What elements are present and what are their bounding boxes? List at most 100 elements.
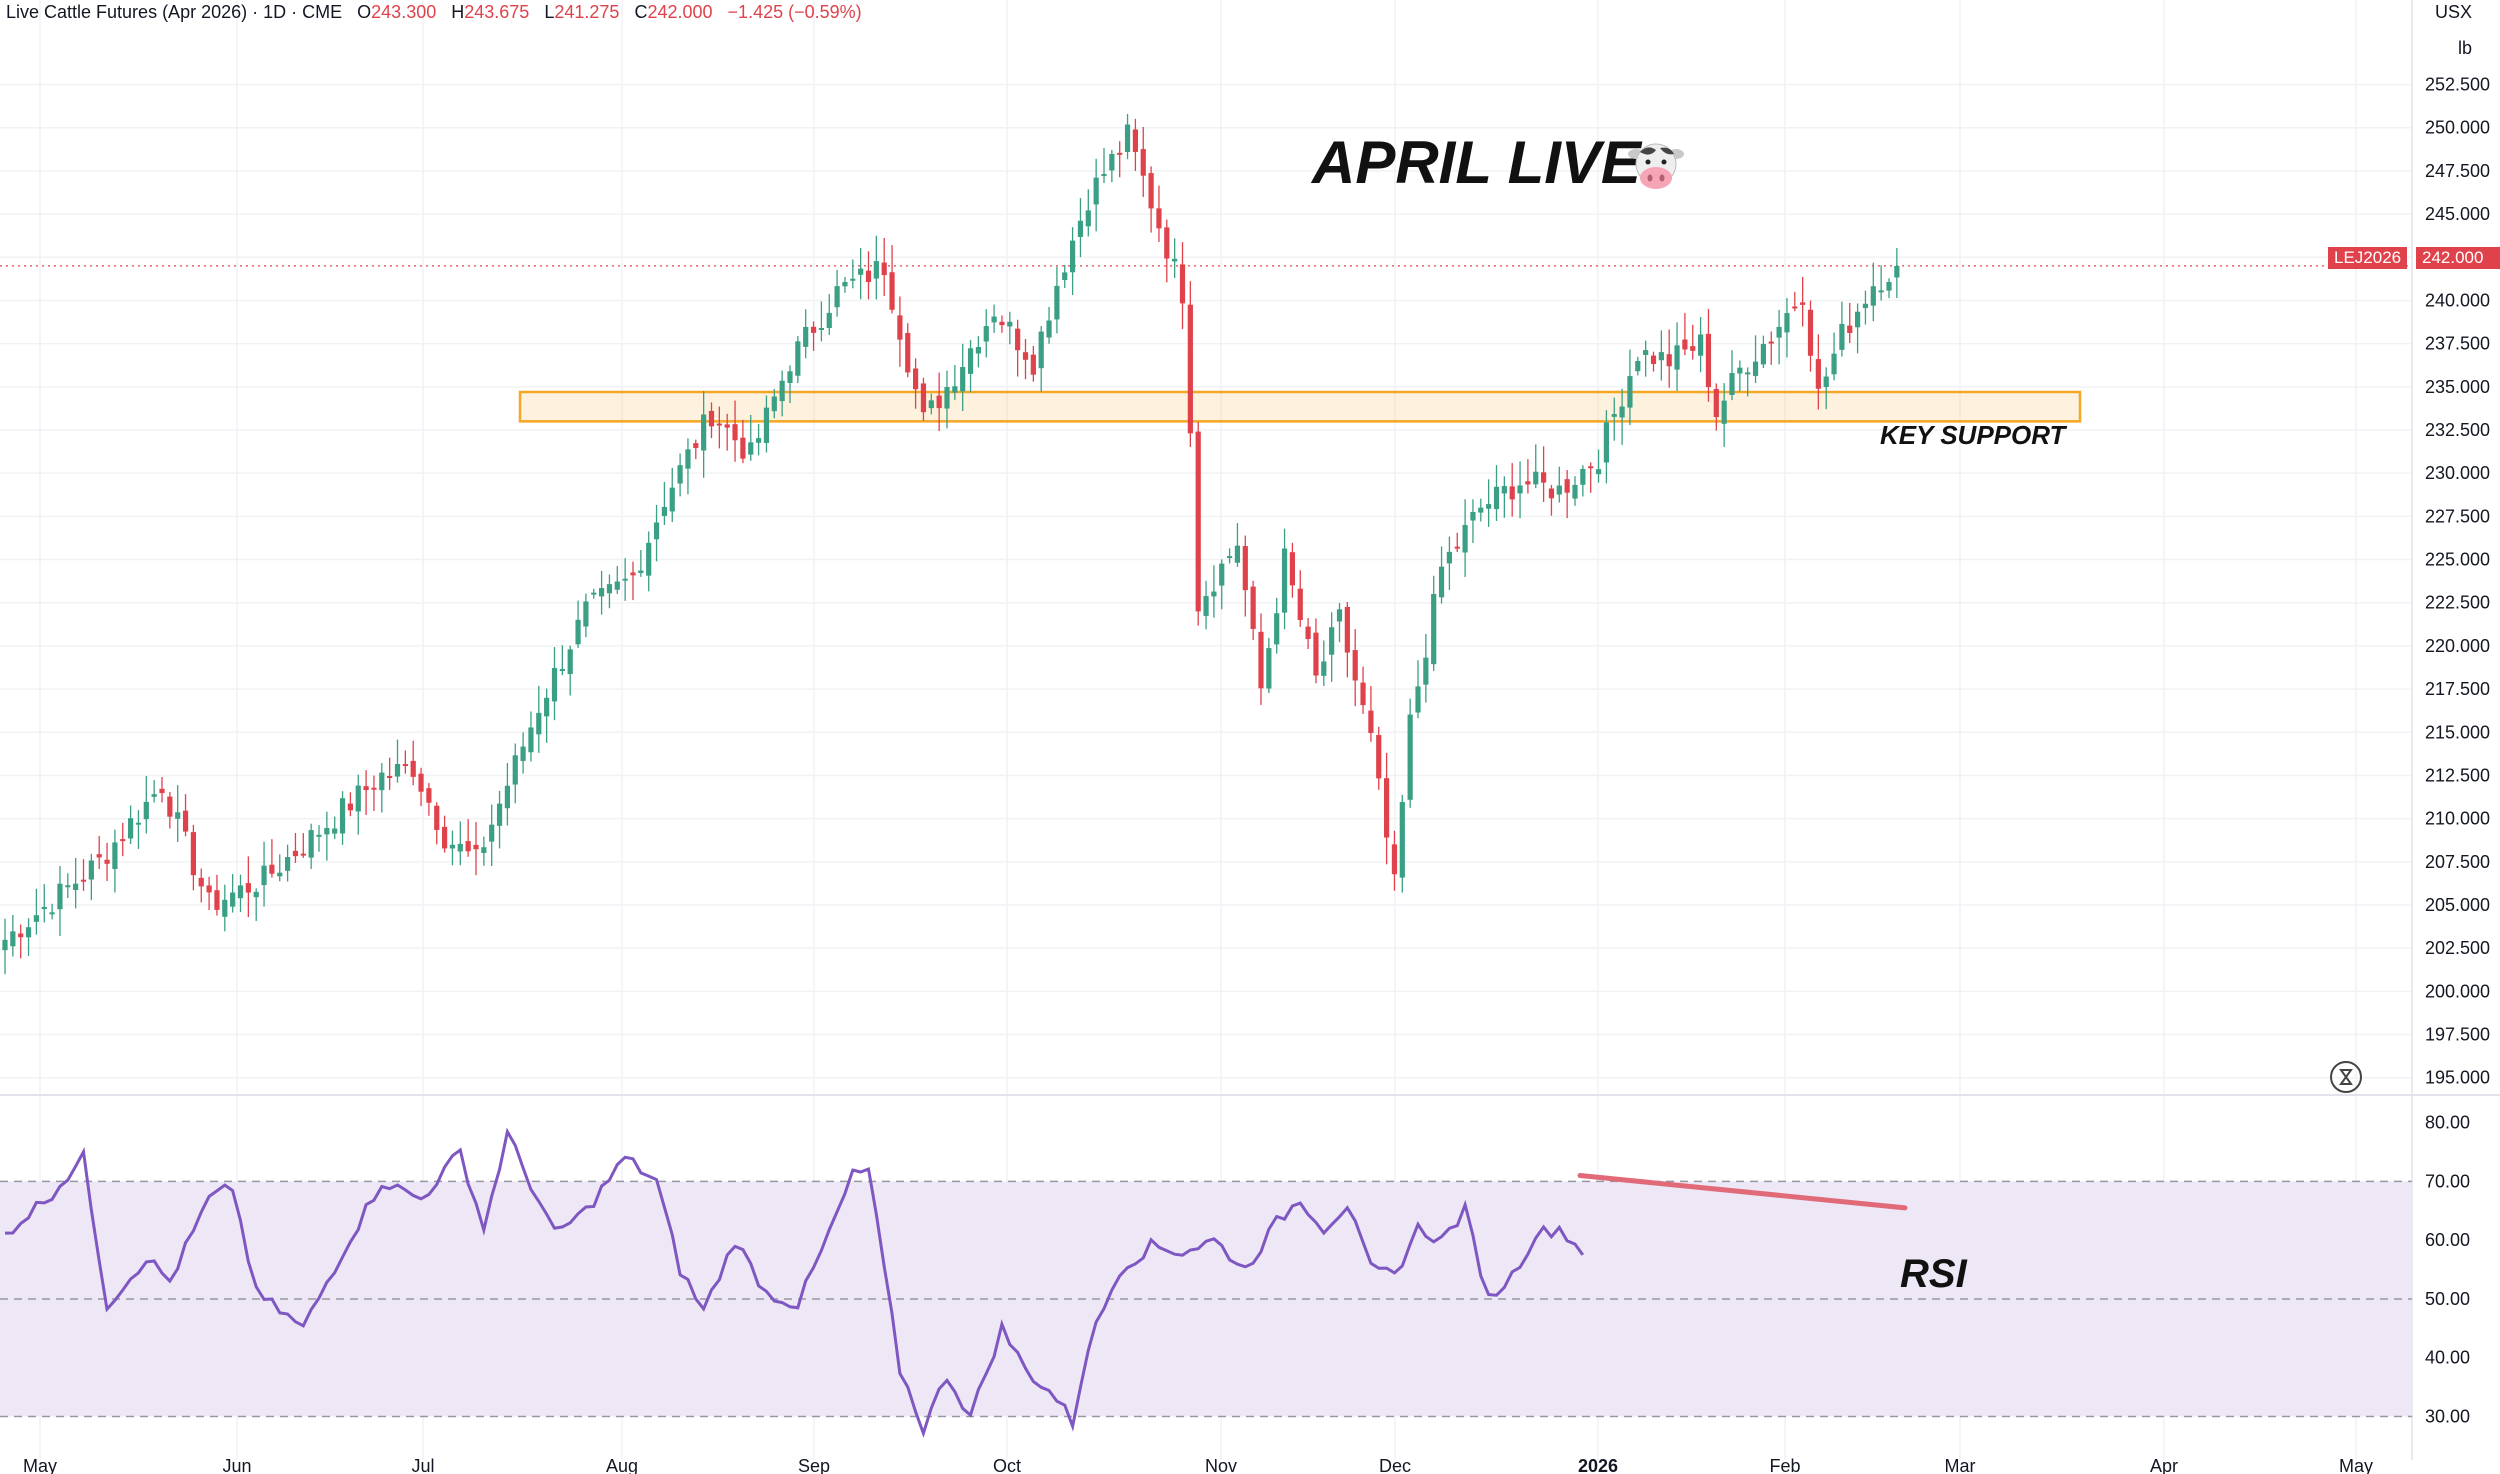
candle-body	[583, 601, 589, 627]
high-label: H	[451, 2, 465, 22]
candle-body	[473, 844, 479, 850]
candle-body	[347, 803, 353, 811]
candle-body	[1855, 311, 1861, 328]
key-support-label: KEY SUPPORT	[1880, 420, 2066, 450]
candle-body	[599, 588, 605, 597]
candle-body	[905, 332, 911, 373]
candle-body	[1878, 290, 1884, 293]
candle-body	[1266, 648, 1272, 689]
candle-body	[1666, 354, 1672, 367]
price-tick-label: 230.000	[2425, 463, 2490, 483]
candle-body	[363, 786, 369, 791]
candle-body	[661, 506, 667, 516]
rsi-line	[4, 1127, 1585, 1438]
candle-body	[1101, 173, 1107, 176]
price-tick-label: 247.500	[2425, 161, 2490, 181]
candle-body	[701, 414, 707, 451]
symbol-title: Live Cattle Futures (Apr 2026) · 1D · CM…	[6, 2, 343, 22]
candle-body	[73, 883, 79, 890]
candle-body	[1007, 321, 1013, 327]
candle-body	[960, 367, 966, 392]
candle-body	[1517, 485, 1523, 494]
candle-body	[300, 853, 306, 856]
candle-body	[1274, 613, 1280, 645]
candle-body	[1815, 359, 1821, 389]
candle-body	[198, 877, 204, 887]
price-tick-label: 250.000	[2425, 118, 2490, 138]
time-tick-label: Sep	[798, 1456, 830, 1474]
candle-body	[1313, 632, 1319, 676]
candle-body	[1800, 302, 1806, 305]
candle-body	[18, 933, 24, 938]
candle-body	[1643, 350, 1649, 355]
candle-body	[1329, 627, 1335, 655]
candle-body	[1588, 466, 1594, 469]
candle-body	[1360, 682, 1366, 706]
ticker-tag: LEJ2026	[2328, 247, 2408, 269]
candle-body	[1070, 240, 1076, 273]
candle-body	[1132, 129, 1138, 152]
price-tick-label: 222.500	[2425, 593, 2490, 613]
candle-body	[481, 847, 487, 853]
candle-body	[1839, 323, 1845, 350]
candle-body	[1179, 264, 1186, 304]
key-support-zone	[518, 390, 2082, 423]
candle-body	[1493, 486, 1500, 510]
candle-body	[999, 321, 1005, 326]
candle-body	[1698, 334, 1704, 356]
candle-body	[591, 592, 597, 595]
candle-body	[1462, 524, 1468, 553]
time-tick-label: Oct	[993, 1456, 1021, 1474]
candle-body	[245, 883, 251, 893]
candle-body	[277, 872, 283, 877]
candle-body	[1745, 372, 1751, 375]
candle-body	[1085, 210, 1091, 227]
candle-body	[834, 286, 840, 308]
candle-body	[1721, 400, 1727, 424]
candle-body	[1635, 361, 1641, 372]
candle-body	[206, 885, 212, 893]
candle-body	[1729, 373, 1735, 396]
rsi-tick-label: 70.00	[2425, 1171, 2470, 1191]
candle-body	[748, 442, 754, 455]
candle-body	[33, 915, 39, 922]
candle-body	[489, 824, 495, 842]
candle-body	[881, 262, 887, 276]
candle-body	[1533, 471, 1539, 485]
candle-body	[1140, 149, 1146, 176]
candle-body	[669, 487, 675, 512]
candle-body	[167, 796, 173, 817]
candle-body	[1768, 341, 1774, 344]
candle-body	[1046, 320, 1052, 338]
candle-body	[128, 818, 134, 839]
candle-body	[1250, 586, 1256, 629]
candle-body	[1391, 844, 1398, 875]
candle-body	[253, 891, 259, 898]
change-value: −1.425 (−0.59%)	[727, 2, 862, 22]
candle-body	[646, 542, 652, 576]
timer-icon[interactable]	[2330, 1061, 2362, 1093]
price-tick-label: 215.000	[2425, 722, 2490, 742]
candle-body	[818, 327, 824, 330]
time-tick-label: Feb	[1769, 1456, 1800, 1474]
candle-body	[897, 315, 903, 340]
price-tick-label: 245.000	[2425, 204, 2490, 224]
candle-body	[1352, 650, 1358, 681]
candle-body	[394, 763, 401, 777]
candle-body	[1336, 609, 1343, 622]
candle-body	[426, 788, 432, 803]
candle-body	[1399, 801, 1405, 878]
close-value: 242.000	[647, 2, 713, 22]
candle-body	[449, 844, 456, 849]
price-tick-label: 220.000	[2425, 636, 2490, 656]
candle-body	[434, 805, 440, 830]
time-tick-label: Jul	[411, 1456, 434, 1474]
candle-body	[65, 885, 71, 888]
candle-body	[49, 912, 55, 915]
candle-body	[544, 697, 550, 717]
annotation-title: APRIL LIVE	[1312, 129, 1641, 196]
candle-body	[1760, 344, 1766, 365]
candle-body	[1572, 484, 1578, 499]
candle-body	[842, 282, 848, 287]
price-tick-label: 225.000	[2425, 550, 2490, 570]
